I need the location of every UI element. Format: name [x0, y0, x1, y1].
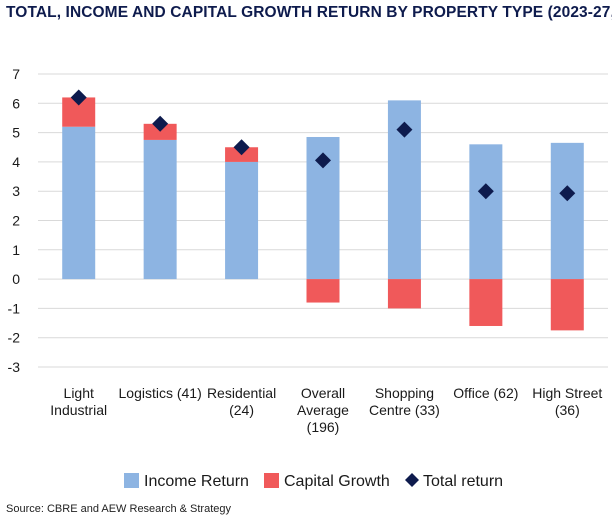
y-tick-label: 6 [12, 95, 20, 111]
x-category-label: Office (62) [453, 385, 518, 401]
y-tick-label: -3 [8, 359, 21, 375]
x-category-label: Logistics (41) [119, 385, 202, 401]
capital-growth-bar [143, 123, 177, 140]
income-return-bar [550, 142, 584, 280]
legend-label: Total return [423, 473, 503, 490]
y-tick-label: 3 [12, 183, 20, 199]
total-return-marker [396, 121, 413, 138]
income-return-bar [469, 144, 503, 280]
x-category-label: (196) [307, 419, 340, 435]
income-return-bar [143, 139, 177, 280]
total-return-marker [315, 152, 331, 169]
y-tick-label: 0 [12, 271, 20, 287]
y-tick-label: 4 [12, 154, 20, 170]
income-return-bar [62, 126, 96, 280]
total-return-markers [70, 89, 576, 202]
y-tick-label: -2 [8, 330, 21, 346]
total-return-marker [477, 183, 494, 200]
total-return-marker [70, 89, 87, 106]
total-return-marker [233, 139, 250, 156]
x-category-label: (36) [555, 402, 580, 418]
x-category-label: High Street [532, 385, 602, 401]
y-tick-label: -1 [8, 300, 21, 316]
x-category-label: Overall [301, 385, 345, 401]
income-return-bar [225, 161, 259, 280]
bars [62, 97, 584, 331]
y-axis-ticks: -3 -2 -1 0 1 2 3 4 5 6 7 [8, 66, 21, 375]
legend-label: Capital Growth [284, 473, 390, 490]
x-category-label: Residential [207, 385, 276, 401]
y-tick-label: 1 [12, 242, 20, 258]
y-tick-label: 2 [12, 213, 20, 229]
legend-swatch [405, 473, 419, 487]
x-category-label: Average [297, 402, 349, 418]
x-category-label: Centre (33) [369, 402, 440, 418]
legend-swatch [264, 473, 279, 488]
x-category-label: Shopping [375, 385, 434, 401]
legend-label: Income Return [144, 473, 249, 490]
source-note: Source: CBRE and AEW Research & Strategy [6, 503, 231, 515]
x-category-label: Light [64, 385, 94, 401]
capital-growth-bar [306, 279, 340, 303]
total-return-marker [559, 185, 576, 202]
x-category-label: (24) [229, 402, 254, 418]
capital-growth-bar [387, 279, 421, 309]
x-category-label: Industrial [50, 402, 107, 418]
capital-growth-bar [469, 279, 503, 326]
total-return-marker [152, 115, 169, 132]
chart-title: TOTAL, INCOME AND CAPITAL GROWTH RETURN … [6, 4, 612, 21]
y-tick-label: 7 [12, 66, 20, 82]
legend-swatch [124, 473, 139, 488]
y-tick-label: 5 [12, 125, 20, 141]
legend: Income Return Capital Growth Total return [124, 473, 503, 490]
capital-growth-bar [550, 279, 584, 331]
